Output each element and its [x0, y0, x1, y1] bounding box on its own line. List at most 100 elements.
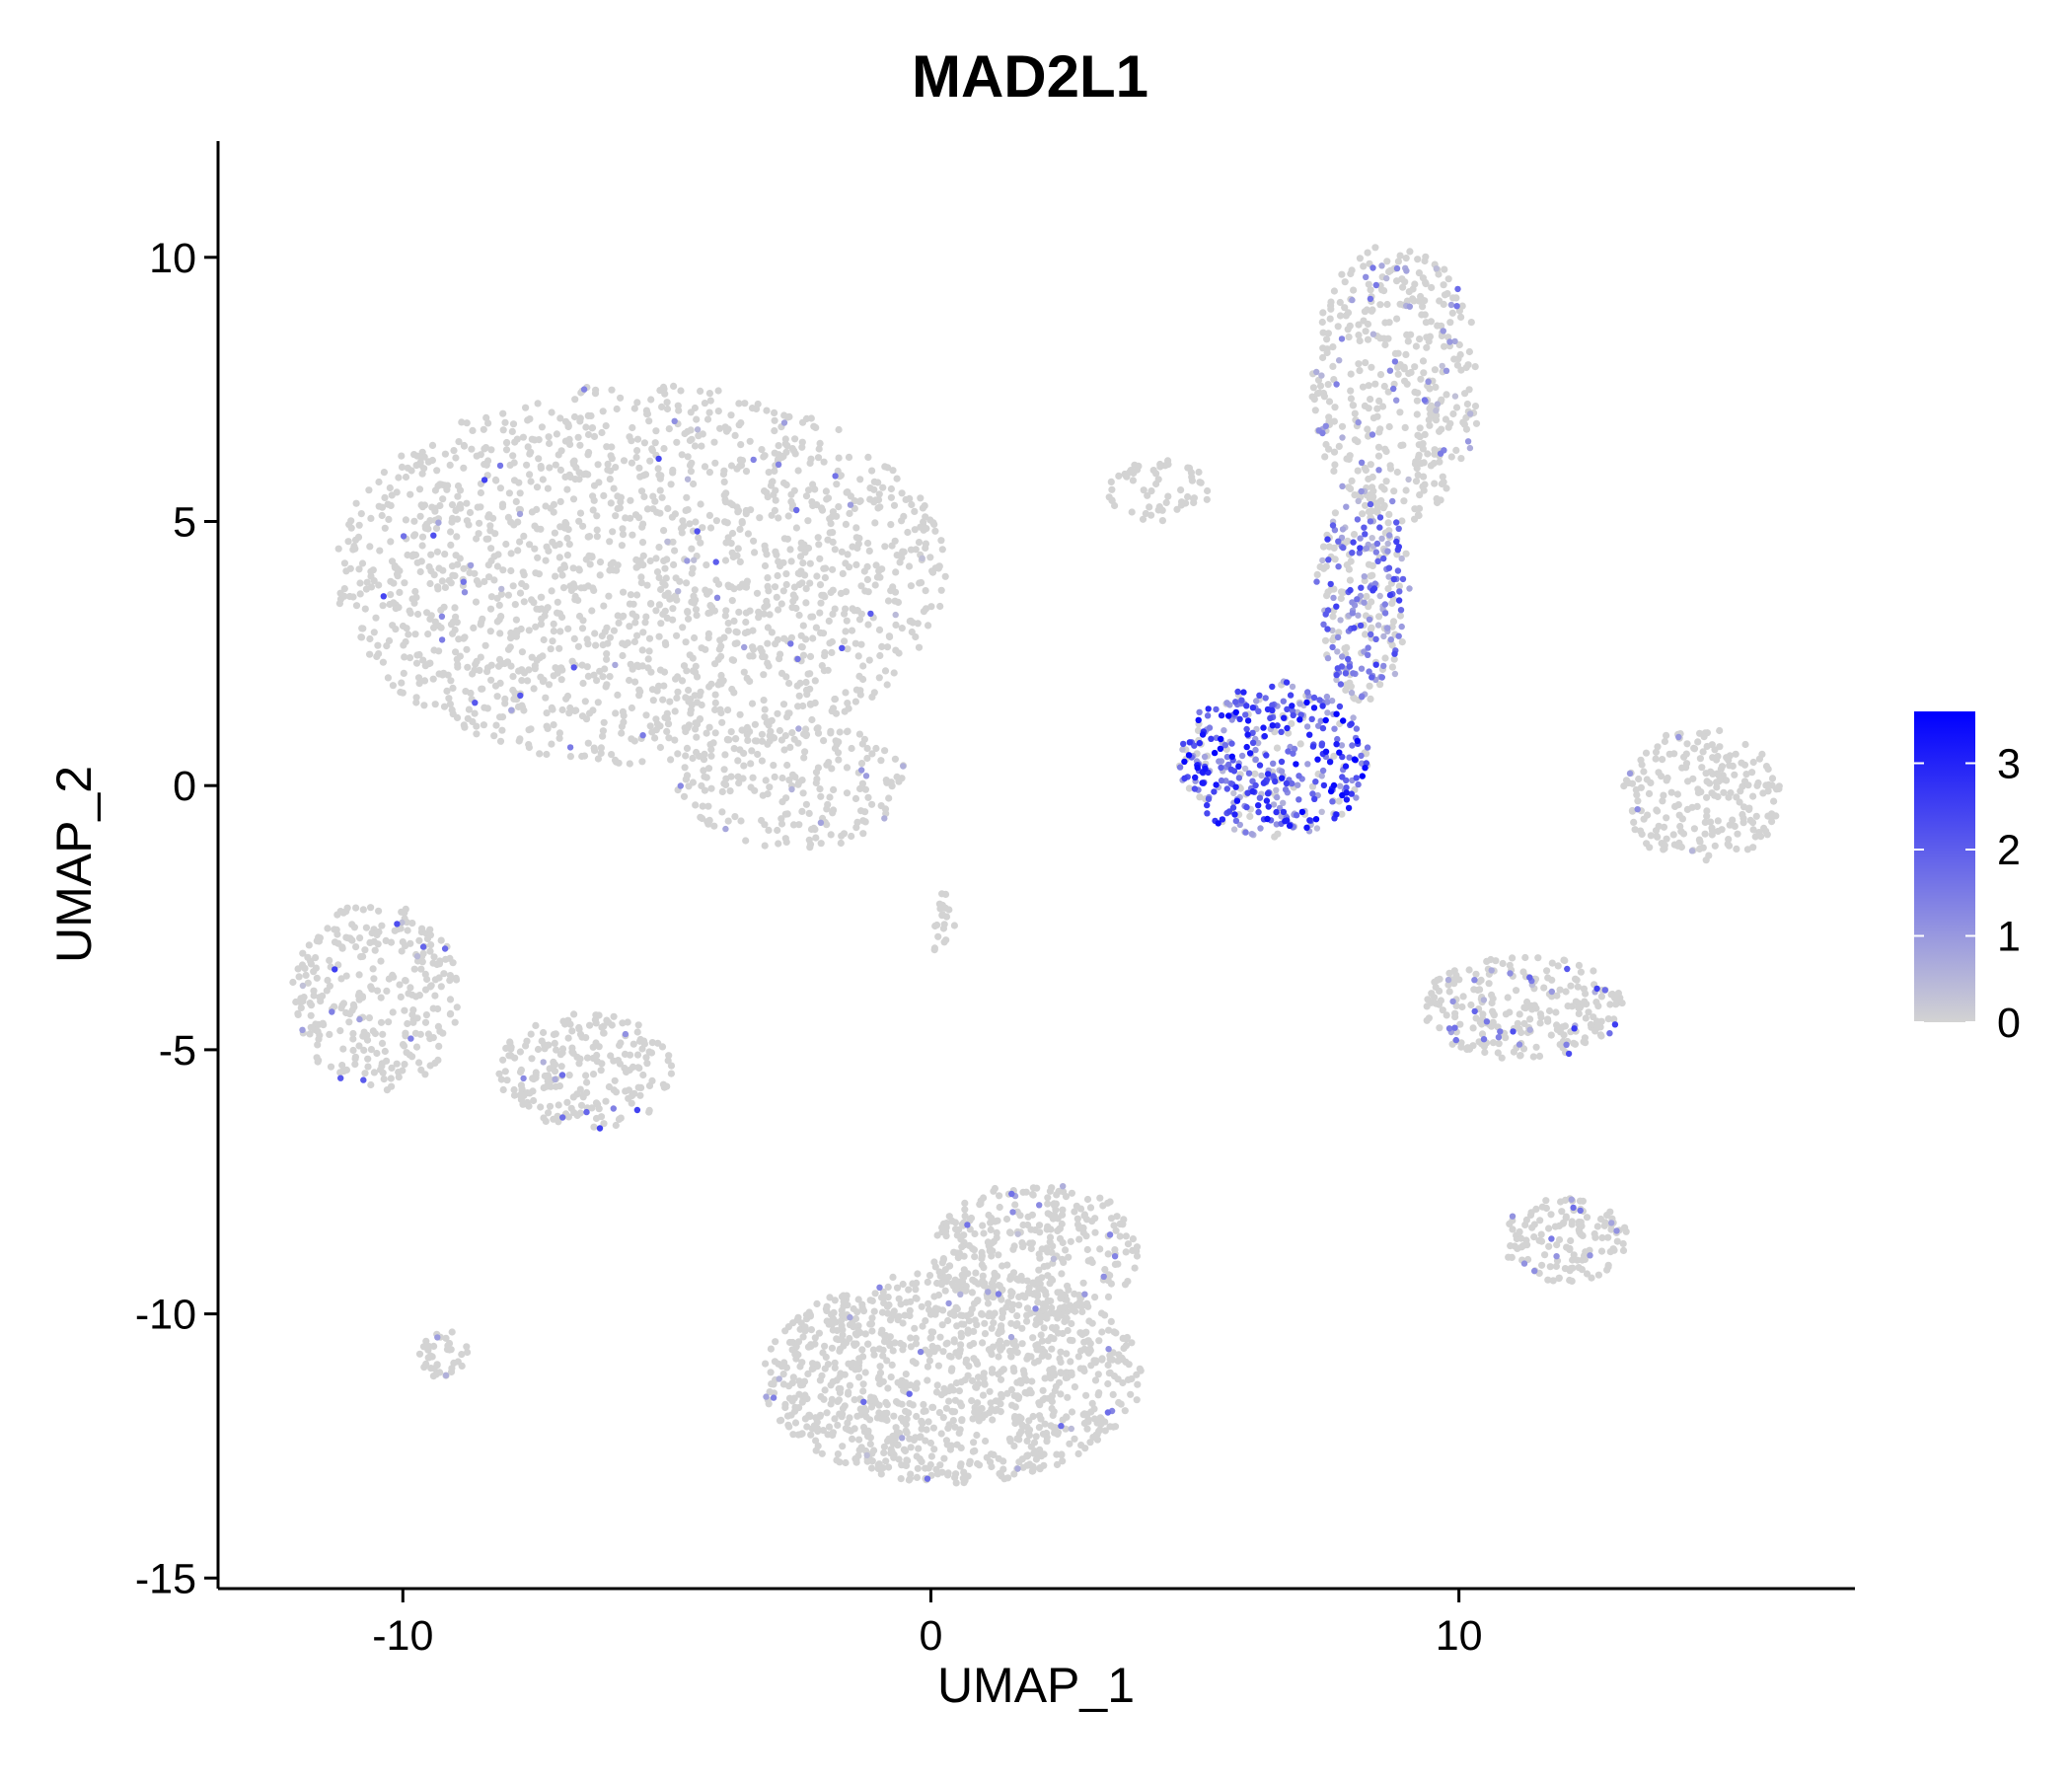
cell-point	[608, 443, 616, 451]
cell-point	[692, 518, 700, 526]
cell-point	[599, 641, 607, 649]
cell-point	[1409, 295, 1417, 303]
cell-point	[618, 729, 626, 737]
cell-point	[741, 400, 749, 408]
cell-point	[777, 1416, 785, 1424]
cell-point	[570, 634, 578, 643]
cell-point	[1048, 1404, 1056, 1413]
cell-point	[748, 747, 756, 755]
cell-point	[793, 682, 801, 690]
cell-point	[590, 1123, 598, 1131]
cell-point	[1416, 424, 1424, 432]
cell-point	[827, 520, 835, 528]
cell-point	[1703, 778, 1711, 785]
cell-point	[1714, 752, 1722, 761]
cell-point	[792, 524, 801, 532]
cell-point	[633, 435, 642, 443]
cell-point	[782, 570, 790, 578]
cell-point	[570, 1010, 578, 1018]
cell-point	[542, 502, 550, 510]
cell-point	[798, 807, 806, 816]
cell-point	[710, 822, 718, 830]
cell-point	[666, 698, 674, 705]
cell-point	[786, 546, 794, 554]
cell-point	[406, 607, 413, 615]
cell-point	[331, 926, 338, 933]
cell-point	[876, 651, 884, 660]
cell-point	[1458, 302, 1466, 310]
cell-point	[827, 729, 835, 737]
cell-point	[381, 493, 389, 501]
cell-point	[835, 756, 843, 764]
cell-point	[984, 1299, 993, 1307]
cell-point	[422, 1337, 430, 1345]
cell-point	[700, 767, 707, 775]
cell-point	[785, 1394, 794, 1402]
cell-point	[893, 552, 901, 559]
cell-point	[853, 544, 861, 553]
cell-point	[815, 541, 823, 549]
cell-point	[464, 1348, 472, 1357]
cell-point	[711, 699, 719, 707]
cell-point	[320, 1021, 328, 1029]
cell-point	[809, 1360, 817, 1368]
cell-point	[1041, 1420, 1049, 1428]
cell-point	[1567, 1236, 1575, 1245]
cell-point	[1056, 1355, 1064, 1363]
cell-point	[1345, 565, 1353, 573]
cell-point	[1122, 1232, 1130, 1240]
cell-point	[1443, 484, 1450, 492]
cell-point	[1481, 1048, 1489, 1057]
cell-point	[645, 417, 653, 425]
cell-point	[1067, 1237, 1074, 1245]
cell-point	[610, 484, 618, 492]
cell-point	[307, 957, 315, 965]
cell-point	[1440, 479, 1447, 486]
cell-point	[718, 718, 726, 726]
cell-point	[1338, 270, 1346, 278]
cell-point	[622, 514, 629, 522]
cell-point	[925, 622, 932, 630]
cell-point	[403, 919, 410, 927]
cell-point	[1457, 455, 1465, 463]
cell-point	[667, 481, 675, 488]
cell-point	[1029, 1334, 1037, 1342]
cell-point	[1383, 258, 1391, 265]
cell-point	[631, 619, 639, 627]
cell-point	[693, 612, 701, 620]
cell-point	[799, 1380, 807, 1389]
cell-point	[612, 512, 620, 520]
cell-point	[546, 1065, 554, 1073]
cell-point	[1469, 1024, 1477, 1032]
cell-point	[657, 472, 665, 480]
cell-point	[1538, 1203, 1546, 1211]
cell-point	[1632, 785, 1640, 794]
cell-point	[484, 419, 492, 427]
cell-point	[570, 412, 579, 421]
cell-point	[1416, 335, 1424, 343]
cell-point	[391, 927, 399, 934]
cell-point	[848, 744, 855, 753]
cell-point	[995, 1353, 1002, 1361]
cell-point	[425, 1354, 433, 1362]
cell-point	[1595, 1022, 1603, 1030]
cell-point	[508, 427, 516, 435]
cell-point	[748, 700, 757, 707]
cell-point	[638, 539, 647, 547]
cell-point	[453, 976, 461, 984]
cell-point	[811, 677, 819, 685]
cell-point	[794, 739, 802, 747]
cell-point	[1146, 503, 1153, 511]
cell-point	[971, 1253, 979, 1261]
cell-point	[1439, 473, 1446, 481]
cell-point	[1440, 281, 1447, 289]
cell-point	[490, 732, 498, 740]
cell-point	[783, 761, 791, 770]
cell-point	[661, 564, 669, 572]
cell-point	[848, 627, 856, 634]
cell-point	[610, 1012, 618, 1020]
cell-point	[1640, 815, 1648, 823]
cell-point	[473, 535, 481, 543]
